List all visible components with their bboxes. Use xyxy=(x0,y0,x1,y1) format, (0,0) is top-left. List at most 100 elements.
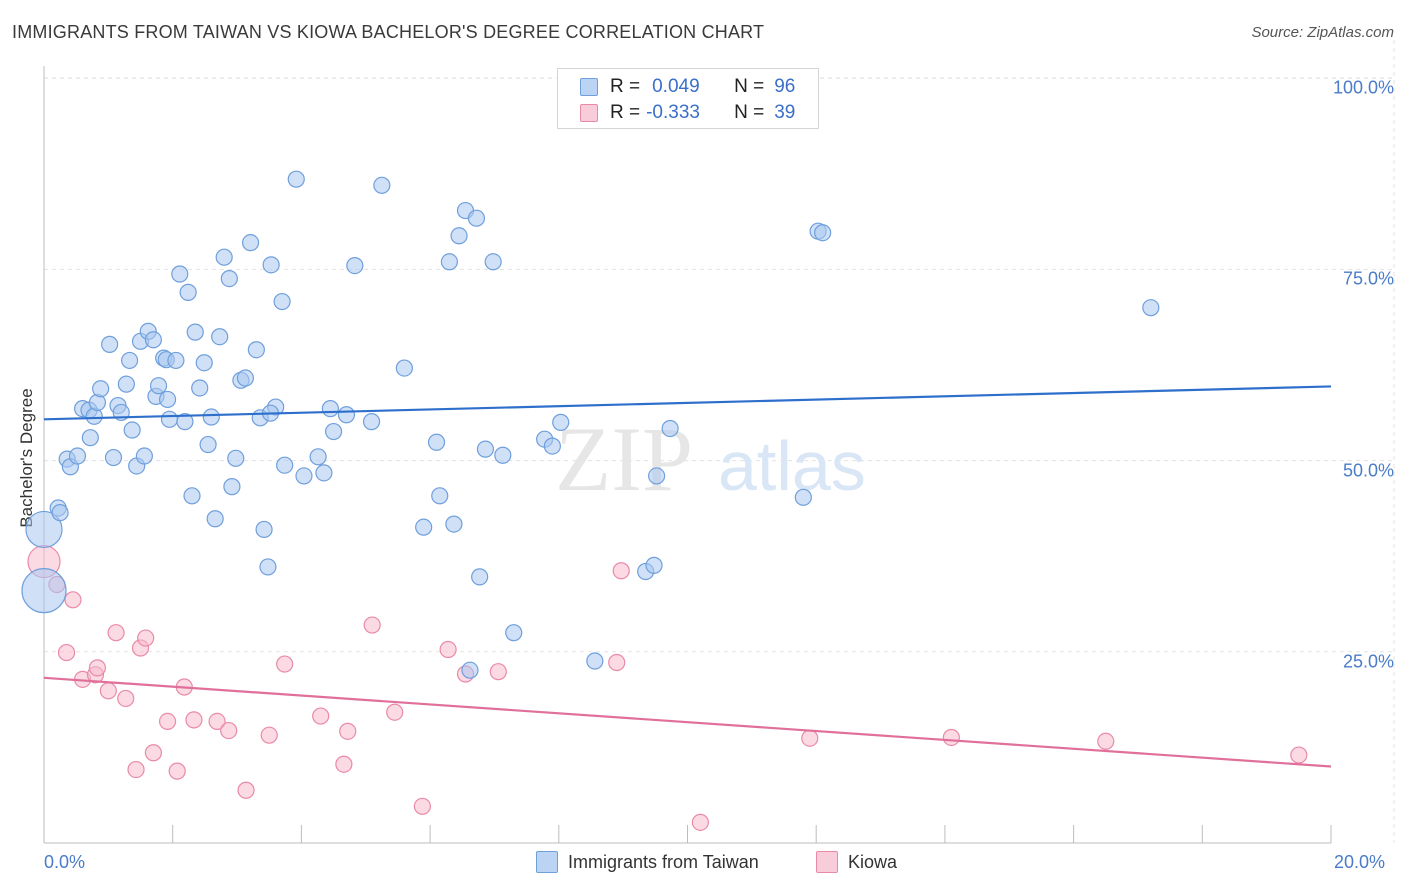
point-kiowa xyxy=(137,629,155,647)
point-taiwan xyxy=(814,224,832,242)
point-kiowa xyxy=(942,728,960,747)
point-taiwan xyxy=(167,351,185,370)
point-taiwan xyxy=(543,437,561,455)
point-taiwan xyxy=(191,379,209,397)
x-tick-max: 20.0% xyxy=(1334,852,1386,872)
point-taiwan xyxy=(92,380,110,398)
point-kiowa xyxy=(117,689,135,708)
point-taiwan xyxy=(645,556,663,574)
point-kiowa xyxy=(1097,732,1115,750)
point-kiowa xyxy=(237,781,255,799)
point-taiwan xyxy=(440,253,459,271)
point-taiwan xyxy=(586,652,604,670)
point-taiwan xyxy=(1142,299,1160,317)
point-taiwan xyxy=(484,253,502,271)
point-kiowa xyxy=(312,707,330,725)
point-taiwan xyxy=(186,323,204,341)
point-taiwan xyxy=(220,270,238,288)
n-label: N = xyxy=(734,76,765,97)
series-kiowa xyxy=(27,544,1308,831)
point-kiowa xyxy=(158,712,177,731)
point-taiwan xyxy=(25,510,63,549)
point-taiwan xyxy=(144,331,162,349)
point-taiwan xyxy=(324,422,343,441)
point-taiwan xyxy=(179,283,197,301)
point-kiowa xyxy=(64,591,82,609)
n-value: 39 xyxy=(774,102,796,123)
legend-item-kiowa[interactable]: Kiowa xyxy=(816,851,897,873)
point-taiwan xyxy=(346,257,364,275)
point-taiwan xyxy=(471,568,489,586)
point-taiwan xyxy=(373,176,391,194)
point-kiowa xyxy=(335,755,353,773)
point-taiwan xyxy=(241,234,260,252)
point-kiowa xyxy=(208,712,226,731)
point-taiwan xyxy=(101,335,119,353)
point-kiowa xyxy=(489,663,507,681)
point-taiwan xyxy=(648,467,666,485)
legend-label-kiowa: Kiowa xyxy=(848,851,898,872)
point-taiwan xyxy=(794,488,812,506)
r-label: R = xyxy=(610,76,641,97)
legend-swatch-taiwan xyxy=(536,851,558,873)
point-kiowa xyxy=(127,760,145,779)
trend-line-kiowa xyxy=(43,676,1332,768)
point-taiwan xyxy=(445,515,463,533)
point-taiwan xyxy=(309,448,327,466)
point-taiwan xyxy=(51,504,69,522)
point-taiwan xyxy=(123,421,141,439)
y-tick-label: 50.0% xyxy=(1342,460,1394,481)
point-taiwan xyxy=(21,568,67,614)
point-kiowa xyxy=(386,703,404,721)
trend-lines xyxy=(43,385,1332,768)
point-taiwan xyxy=(337,406,356,424)
point-taiwan xyxy=(321,400,339,418)
point-taiwan xyxy=(262,256,280,274)
point-taiwan xyxy=(395,359,413,377)
point-kiowa xyxy=(88,659,107,677)
point-kiowa xyxy=(107,624,125,642)
point-kiowa xyxy=(57,643,76,662)
point-taiwan xyxy=(362,413,381,431)
r-value: 0.049 xyxy=(652,76,700,97)
point-taiwan xyxy=(206,510,224,528)
point-taiwan xyxy=(431,487,449,505)
point-taiwan xyxy=(149,377,168,395)
point-kiowa xyxy=(168,762,186,780)
point-taiwan xyxy=(160,410,179,428)
n-value: 96 xyxy=(774,76,796,97)
point-taiwan xyxy=(255,520,273,539)
point-taiwan xyxy=(68,447,87,465)
r-value: -0.333 xyxy=(646,102,700,123)
legend-label-taiwan: Immigrants from Taiwan xyxy=(568,851,759,872)
point-taiwan xyxy=(505,624,523,642)
point-kiowa xyxy=(99,682,117,700)
legend-item-taiwan[interactable]: Immigrants from Taiwan xyxy=(536,851,759,873)
point-taiwan xyxy=(276,456,294,474)
point-taiwan xyxy=(158,390,177,409)
swatch-taiwan xyxy=(580,78,598,96)
point-taiwan xyxy=(195,354,213,372)
point-taiwan xyxy=(104,448,123,467)
point-taiwan xyxy=(247,341,265,359)
point-taiwan xyxy=(117,375,135,393)
point-taiwan xyxy=(315,464,333,482)
point-taiwan xyxy=(295,467,313,485)
point-taiwan xyxy=(81,429,99,447)
chart-title: IMMIGRANTS FROM TAIWAN VS KIOWA BACHELOR… xyxy=(12,22,765,42)
point-taiwan xyxy=(494,446,512,464)
point-taiwan xyxy=(236,369,255,387)
watermark-atlas: atlas xyxy=(718,427,866,505)
point-taiwan xyxy=(259,558,277,576)
legend-swatch-kiowa xyxy=(816,851,838,873)
point-taiwan xyxy=(415,518,433,536)
point-taiwan xyxy=(287,170,305,188)
point-kiowa xyxy=(801,729,819,747)
point-taiwan xyxy=(461,661,479,679)
point-kiowa xyxy=(220,721,238,740)
point-kiowa xyxy=(144,744,162,762)
axes xyxy=(43,66,1332,844)
point-kiowa xyxy=(612,562,630,580)
point-kiowa xyxy=(691,813,709,831)
